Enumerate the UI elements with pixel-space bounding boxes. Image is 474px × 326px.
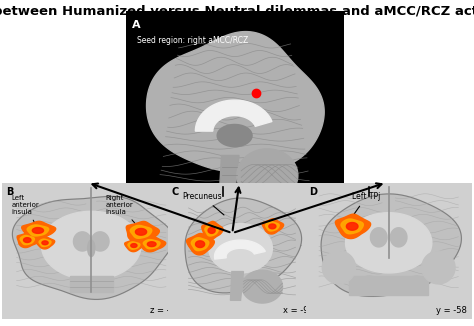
- Polygon shape: [73, 232, 91, 251]
- Polygon shape: [143, 240, 160, 249]
- Polygon shape: [32, 228, 44, 233]
- Polygon shape: [126, 221, 159, 242]
- Polygon shape: [88, 240, 95, 257]
- Text: A: A: [132, 20, 141, 30]
- Polygon shape: [131, 244, 137, 247]
- Text: z = -6: z = -6: [150, 306, 175, 315]
- Polygon shape: [195, 100, 272, 131]
- Polygon shape: [208, 228, 215, 233]
- Polygon shape: [422, 251, 455, 284]
- Polygon shape: [17, 232, 39, 247]
- Polygon shape: [195, 241, 205, 247]
- Polygon shape: [24, 238, 31, 243]
- Polygon shape: [202, 221, 223, 240]
- Polygon shape: [265, 222, 279, 231]
- Polygon shape: [125, 239, 144, 252]
- Polygon shape: [269, 224, 276, 229]
- Text: y = -58: y = -58: [436, 306, 466, 315]
- Polygon shape: [139, 237, 166, 252]
- Text: x = -9: x = -9: [283, 306, 309, 315]
- Polygon shape: [27, 225, 49, 236]
- Polygon shape: [36, 237, 55, 249]
- Text: Right
anterior
insula: Right anterior insula: [105, 195, 138, 228]
- Polygon shape: [321, 194, 461, 296]
- Polygon shape: [322, 251, 356, 284]
- Polygon shape: [346, 223, 358, 230]
- Polygon shape: [237, 149, 298, 202]
- Polygon shape: [187, 233, 214, 255]
- Polygon shape: [391, 228, 407, 247]
- Polygon shape: [205, 225, 219, 236]
- Polygon shape: [39, 239, 51, 246]
- Polygon shape: [146, 32, 324, 172]
- Polygon shape: [262, 219, 283, 234]
- Text: PPI between Humanized versus Neutral dilemmas and aMCC/RCZ activity: PPI between Humanized versus Neutral dil…: [0, 5, 474, 18]
- Polygon shape: [349, 278, 428, 295]
- Text: Left TPj: Left TPj: [352, 192, 381, 215]
- Text: D: D: [309, 187, 317, 197]
- Text: C: C: [171, 187, 178, 197]
- Polygon shape: [42, 241, 48, 245]
- Polygon shape: [217, 125, 252, 147]
- Polygon shape: [136, 229, 146, 235]
- Text: x = 3: x = 3: [314, 215, 337, 224]
- Text: Seed region: right aMCC/RCZ: Seed region: right aMCC/RCZ: [137, 36, 248, 45]
- Polygon shape: [91, 232, 109, 251]
- Polygon shape: [128, 242, 140, 249]
- Polygon shape: [12, 196, 173, 299]
- Polygon shape: [147, 242, 156, 246]
- Polygon shape: [130, 225, 152, 238]
- Polygon shape: [219, 156, 239, 193]
- Text: Precuneus: Precuneus: [182, 192, 224, 215]
- Polygon shape: [215, 240, 265, 259]
- Polygon shape: [191, 238, 209, 251]
- Polygon shape: [230, 272, 244, 300]
- Polygon shape: [346, 213, 432, 273]
- Polygon shape: [185, 198, 301, 293]
- Polygon shape: [70, 276, 113, 292]
- Polygon shape: [42, 211, 141, 280]
- Text: B: B: [6, 187, 13, 197]
- Polygon shape: [341, 219, 364, 234]
- Polygon shape: [349, 276, 428, 295]
- Polygon shape: [22, 221, 55, 240]
- Polygon shape: [336, 214, 371, 239]
- Polygon shape: [242, 270, 283, 303]
- Polygon shape: [209, 224, 273, 273]
- Polygon shape: [20, 235, 35, 245]
- Polygon shape: [371, 228, 387, 247]
- Text: Left
anterior
insula: Left anterior insula: [11, 195, 39, 226]
